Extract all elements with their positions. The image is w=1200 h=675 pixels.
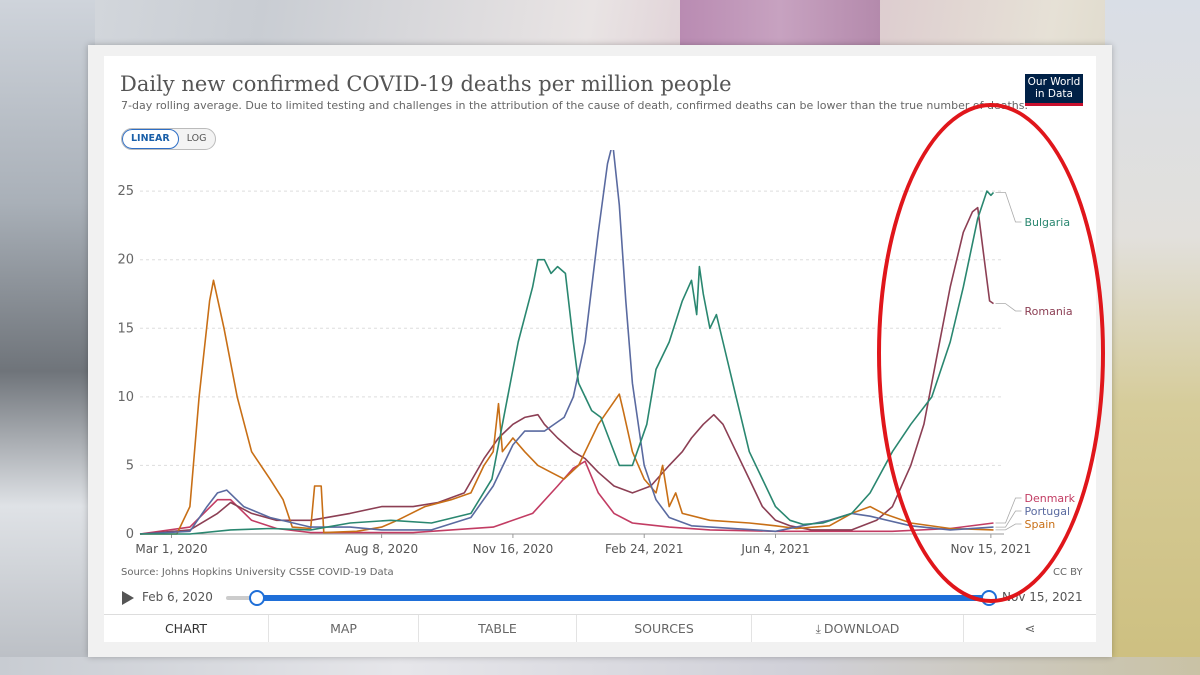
- scale-log-button[interactable]: LOG: [186, 133, 207, 144]
- tab-table-label: TABLE: [478, 621, 517, 636]
- chart-subtitle: 7-day rolling average. Due to limited te…: [121, 99, 1028, 112]
- timeline-end-label: Nov 15, 2021: [1002, 590, 1083, 604]
- legend-connector: [995, 303, 1022, 312]
- y-tick-label: 5: [126, 458, 134, 473]
- tab-table[interactable]: TABLE: [419, 615, 577, 642]
- timeline: Feb 6, 2020 Nov 15, 2021: [104, 585, 1096, 613]
- legend-label-denmark: Denmark: [1024, 492, 1075, 505]
- scale-toggle: LINEAR LOG: [121, 128, 216, 150]
- tab-map-label: MAP: [330, 621, 357, 636]
- x-tick-label: Feb 24, 2021: [605, 542, 684, 556]
- series-line-portugal: [139, 150, 994, 535]
- legend-label-portugal: Portugal: [1024, 505, 1070, 518]
- legend-connector: [995, 497, 1022, 524]
- photo-background-left: [0, 0, 95, 675]
- tab-sources[interactable]: SOURCES: [577, 615, 752, 642]
- x-tick-label: Mar 1, 2020: [135, 542, 207, 556]
- tab-download[interactable]: ⤓ DOWNLOAD: [752, 615, 964, 642]
- share-icon: ⋖: [1024, 622, 1036, 637]
- x-tick-label: Jun 4, 2021: [740, 542, 809, 556]
- x-tick-label: Nov 15, 2021: [951, 542, 1032, 556]
- legend-connector: [995, 523, 1022, 531]
- photo-background-bottom: [0, 657, 1200, 675]
- source-note: Source: Johns Hopkins University CSSE CO…: [121, 567, 394, 578]
- chart-title: Daily new confirmed COVID-19 deaths per …: [120, 72, 732, 96]
- tab-chart[interactable]: CHART: [104, 615, 269, 642]
- timeline-range: [256, 595, 988, 601]
- tab-bar: CHART MAP TABLE SOURCES ⤓ DOWNLOAD ⋖: [104, 614, 1096, 642]
- legend-label-romania: Romania: [1024, 305, 1072, 318]
- photo-background-top: [680, 0, 880, 48]
- tab-chart-label: CHART: [164, 621, 208, 636]
- tab-map[interactable]: MAP: [269, 615, 419, 642]
- license-label[interactable]: CC BY: [1053, 567, 1083, 578]
- legend-connector: [995, 510, 1022, 528]
- y-tick-label: 25: [117, 184, 134, 199]
- timeline-end-handle[interactable]: [981, 590, 997, 606]
- owid-logo[interactable]: Our World in Data: [1025, 74, 1083, 106]
- series-line-romania: [139, 206, 994, 535]
- x-tick-label: Aug 8, 2020: [345, 542, 418, 556]
- scale-linear-button[interactable]: LINEAR: [122, 129, 179, 149]
- y-tick-label: 0: [126, 527, 134, 542]
- share-button[interactable]: ⋖: [964, 615, 1096, 642]
- tab-download-label: DOWNLOAD: [823, 621, 900, 636]
- y-tick-label: 10: [117, 390, 134, 405]
- play-icon[interactable]: [122, 591, 134, 605]
- photo-background-right: [1105, 0, 1200, 675]
- series-line-spain: [140, 279, 994, 535]
- series-line-bulgaria: [140, 190, 995, 535]
- chart-panel: [104, 56, 1096, 641]
- download-icon: ⤓: [815, 622, 821, 636]
- logo-line-1: Our World: [1027, 76, 1081, 88]
- timeline-start-label: Feb 6, 2020: [142, 590, 213, 604]
- line-chart: 0 5 10 15 20 25 Mar 1, 2020 Aug 8, 2020 Nov 16, …: [117, 150, 1076, 556]
- timeline-start-handle[interactable]: [249, 590, 265, 606]
- tab-sources-label: SOURCES: [634, 621, 694, 636]
- legend-label-spain: Spain: [1024, 518, 1055, 531]
- x-tick-label: Nov 16, 2020: [473, 542, 554, 556]
- y-tick-label: 15: [117, 321, 134, 336]
- logo-line-2: in Data: [1035, 88, 1073, 100]
- legend-label-bulgaria: Bulgaria: [1024, 216, 1070, 229]
- legend-connector: [995, 192, 1022, 223]
- y-tick-label: 20: [117, 253, 134, 268]
